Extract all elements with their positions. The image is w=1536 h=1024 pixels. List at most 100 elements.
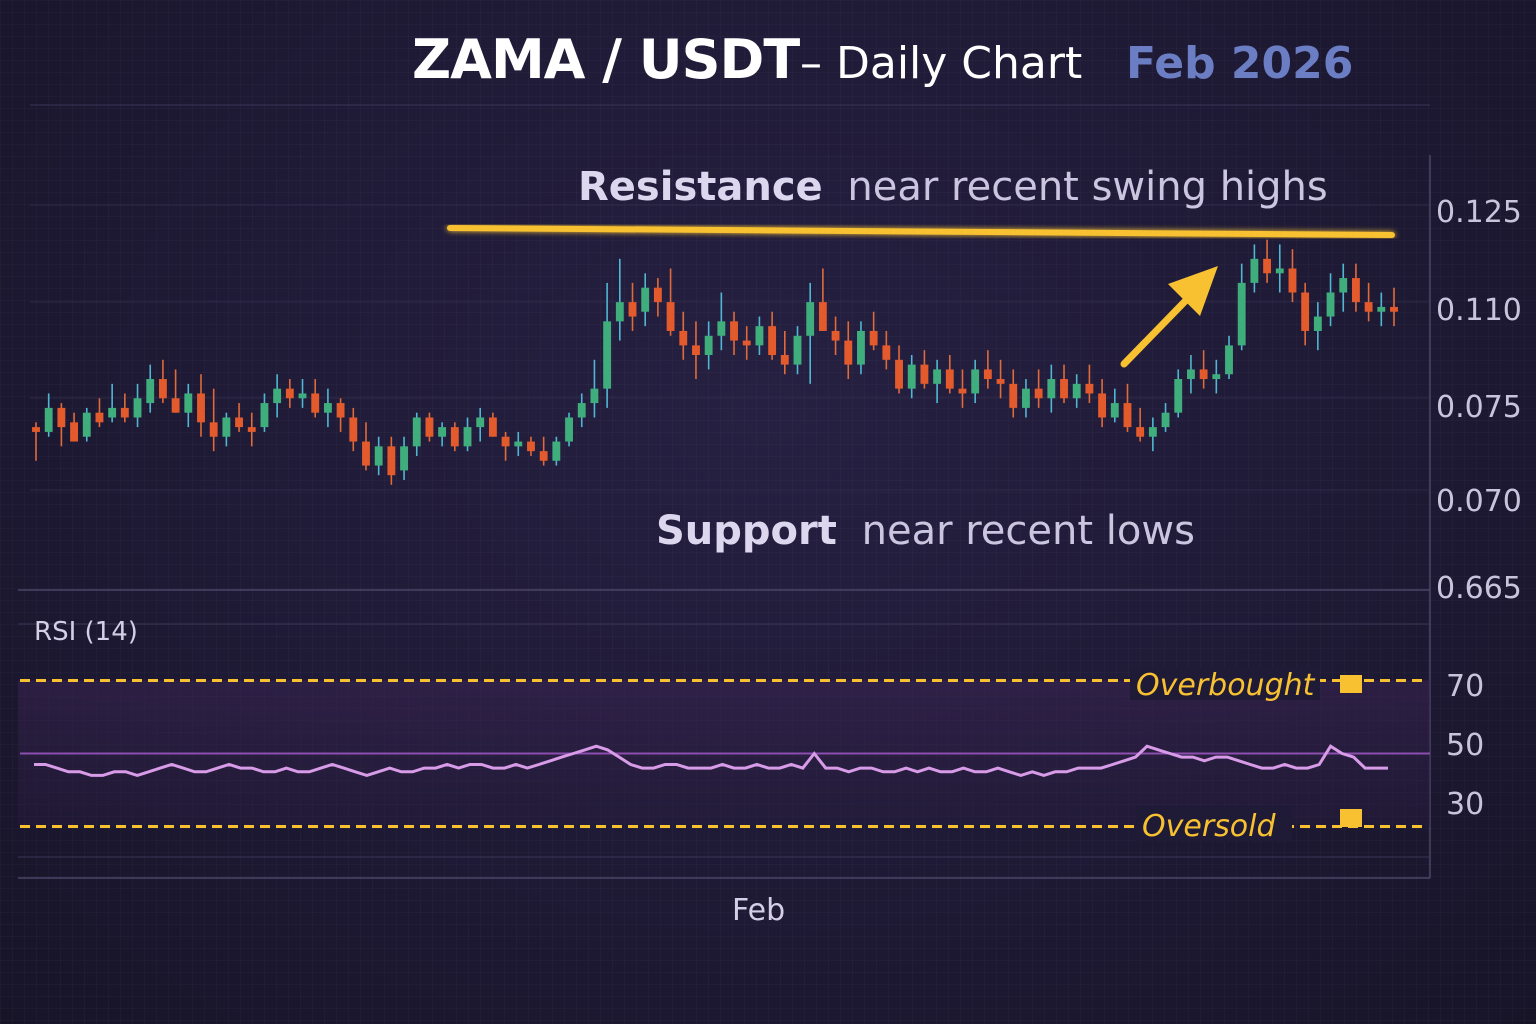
candle-body <box>1060 379 1068 399</box>
candle-body <box>260 403 269 428</box>
arrow-up-right-icon <box>1120 266 1218 368</box>
candle-body <box>273 388 282 404</box>
rsi-line <box>34 744 1388 777</box>
candle-body <box>666 302 675 331</box>
candle-body <box>565 417 573 442</box>
candle-body <box>844 340 853 365</box>
candle-body <box>197 393 205 423</box>
candle-body <box>717 321 726 336</box>
y-tick-label: 0.075 <box>1436 390 1522 425</box>
candle-body <box>1339 278 1348 293</box>
candle-body <box>603 321 612 389</box>
rsi-panel: RSI (14) Overbought Oversold 70 50 30 <box>18 617 1484 858</box>
candle-body <box>44 407 53 432</box>
candle-body <box>1174 379 1183 413</box>
resistance-line <box>447 225 1395 238</box>
candle-body <box>463 427 472 447</box>
candle-body <box>857 330 865 365</box>
candle-body <box>1301 292 1310 331</box>
y-tick-label: 0.665 <box>1436 571 1522 606</box>
candle-body <box>1187 369 1195 380</box>
candle-body <box>920 364 929 384</box>
candle-body <box>755 326 764 346</box>
candle-body <box>450 427 459 447</box>
candle-body <box>374 446 383 466</box>
candle-body <box>1098 393 1107 418</box>
candle-body <box>1288 268 1297 293</box>
candle-body <box>70 422 79 442</box>
resistance-annotation-text: near recent swing highs <box>847 164 1327 210</box>
chart-date: Feb 2026 <box>1126 38 1354 89</box>
overbought-label: Overbought <box>1136 668 1316 703</box>
candle-body <box>933 369 942 384</box>
candle-body <box>133 398 142 418</box>
overbought-marker <box>1340 675 1362 693</box>
candle-body <box>311 393 320 413</box>
y-tick-label: 0.070 <box>1436 484 1522 519</box>
y-tick-label: 0.125 <box>1436 195 1522 230</box>
chart-subtitle: – Daily Chart <box>800 38 1083 89</box>
candle-body <box>158 379 167 399</box>
support-annotation-bold: Support <box>656 508 837 554</box>
support-annotation-text: near recent lows <box>862 508 1195 554</box>
candle-body <box>1161 412 1170 428</box>
support-annotation: Support near recent lows <box>656 508 1195 554</box>
candle-body <box>1390 306 1398 312</box>
candle-body <box>438 427 447 437</box>
candle-body <box>362 441 370 466</box>
candle-body <box>895 359 903 389</box>
candle-body <box>641 287 650 312</box>
candle-body <box>501 436 510 447</box>
oversold-label: Oversold <box>1142 809 1276 844</box>
candle-body <box>971 369 980 394</box>
candle-body <box>806 302 815 336</box>
candle-body <box>945 369 954 389</box>
candle-body <box>95 412 104 423</box>
resistance-annotation: Resistance near recent swing highs <box>578 164 1328 210</box>
candle-body <box>412 417 421 447</box>
candle-body <box>1136 427 1145 437</box>
chart-header: ZAMA / USDT – Daily Chart Feb 2026 <box>0 28 1536 98</box>
candle-body <box>1364 302 1373 312</box>
candle-body <box>907 364 916 389</box>
candle-body <box>336 403 345 418</box>
chart-title: ZAMA / USDT <box>412 28 800 91</box>
candle-body <box>730 321 738 341</box>
candle-body <box>488 417 497 437</box>
candle-body <box>146 379 155 404</box>
candle-body <box>247 427 256 432</box>
candle-body <box>1110 403 1119 418</box>
rsi-tick-label: 70 <box>1446 669 1484 704</box>
candle-body <box>476 417 485 428</box>
candle-body <box>387 446 396 476</box>
candle-body <box>235 417 243 428</box>
candle-body <box>514 441 523 447</box>
candle-body <box>298 393 307 399</box>
candle-body <box>958 388 967 394</box>
candle-body <box>400 446 408 471</box>
candle-body <box>768 326 777 355</box>
candle-body <box>552 441 561 461</box>
resistance-annotation-bold: Resistance <box>578 164 823 210</box>
candle-body <box>983 369 992 380</box>
candle-body <box>222 417 231 437</box>
x-tick-label: Feb <box>732 893 785 928</box>
candle-body <box>1212 374 1221 380</box>
candle-body <box>108 407 117 418</box>
candle-body <box>171 398 180 413</box>
candle-body <box>539 451 548 461</box>
rsi-tick-label: 30 <box>1446 787 1484 822</box>
candle-body <box>793 335 802 365</box>
candle-body <box>1263 258 1272 274</box>
candle-body <box>869 330 878 346</box>
candle-body <box>1351 278 1360 303</box>
candle-body <box>1022 388 1030 408</box>
candle-body <box>628 302 637 317</box>
candle-body <box>1377 306 1386 312</box>
candle-body <box>1047 379 1056 399</box>
candle-body <box>1123 403 1132 428</box>
y-tick-label: 0.110 <box>1436 293 1522 328</box>
candle-body <box>818 302 827 331</box>
candle-body <box>1009 383 1018 408</box>
